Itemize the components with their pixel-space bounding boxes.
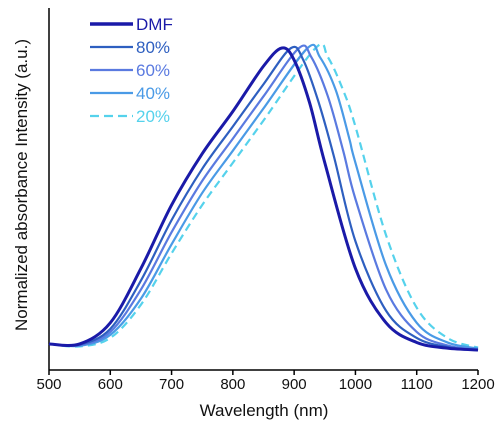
- axes: [48, 8, 478, 371]
- series-line-dmf: [48, 46, 479, 352]
- x-tick-label: 1100: [401, 376, 433, 393]
- x-tick-label: 800: [220, 376, 245, 393]
- x-tick-label: 900: [282, 376, 307, 393]
- y-axis-title: Normalized absorbance Intensity (a.u.): [12, 39, 31, 331]
- legend-label: DMF: [136, 15, 173, 34]
- x-axis-title: Wavelength (nm): [200, 401, 329, 420]
- legend-label: 40%: [136, 84, 170, 103]
- series-line-60-percent: [48, 44, 479, 352]
- x-ticks: 500 600 700 800 900 1000 1100 1200: [36, 370, 495, 393]
- x-tick-label: 1200: [461, 376, 494, 393]
- legend-label: 20%: [136, 107, 170, 126]
- series-line-80-percent: [48, 45, 479, 352]
- x-tick-label: 1000: [339, 376, 372, 393]
- x-tick-label: 500: [36, 376, 61, 393]
- legend-label: 80%: [136, 38, 170, 57]
- legend: DMF 80% 60% 40% 20%: [90, 15, 173, 126]
- x-tick-label: 600: [98, 376, 123, 393]
- series-line-40-percent: [48, 43, 479, 350]
- series-line-20-percent: [48, 42, 479, 349]
- x-tick-label: 700: [159, 376, 184, 393]
- legend-label: 60%: [136, 61, 170, 80]
- series-lines: [48, 42, 479, 352]
